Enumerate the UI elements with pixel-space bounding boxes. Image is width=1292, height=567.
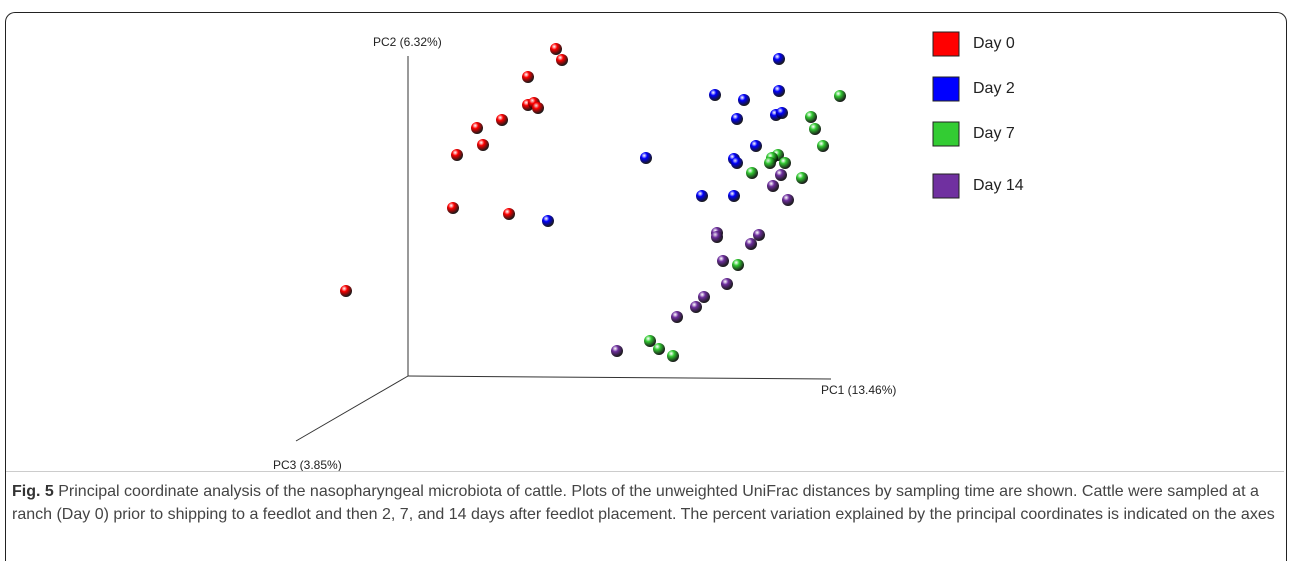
point <box>477 139 489 151</box>
point <box>805 111 817 123</box>
point <box>653 343 665 355</box>
point <box>522 71 534 83</box>
point <box>767 180 779 192</box>
point <box>340 285 352 297</box>
point <box>728 190 740 202</box>
point <box>542 215 554 227</box>
point <box>503 208 515 220</box>
point <box>721 278 733 290</box>
legend-swatch <box>932 31 960 57</box>
point <box>773 85 785 97</box>
point <box>731 157 743 169</box>
point <box>782 194 794 206</box>
x-axis-label: PC1 (13.46%) <box>821 383 896 397</box>
legend-swatch <box>932 76 960 102</box>
point <box>711 231 723 243</box>
point <box>809 123 821 135</box>
z-axis-label: PC3 (3.85%) <box>273 458 342 472</box>
point <box>451 149 463 161</box>
y-axis-label: PC2 (6.32%) <box>373 35 442 49</box>
caption-text: Principal coordinate analysis of the nas… <box>12 483 1275 523</box>
point <box>447 202 459 214</box>
figure: PC2 (6.32%) PC1 (13.46%) PC3 (3.85%) Day… <box>5 12 1287 561</box>
point <box>496 114 508 126</box>
point <box>717 255 729 267</box>
point <box>750 140 762 152</box>
point <box>738 94 750 106</box>
legend-swatch <box>932 121 960 147</box>
caption: Fig. 5 Principal coordinate analysis of … <box>6 471 1284 534</box>
point <box>698 291 710 303</box>
point <box>817 140 829 152</box>
axis-pc1 <box>407 375 832 380</box>
legend-label: Day 0 <box>973 35 1015 52</box>
point <box>667 350 679 362</box>
legend-label: Day 14 <box>973 177 1024 194</box>
point <box>775 169 787 181</box>
chart: PC2 (6.32%) PC1 (13.46%) PC3 (3.85%) Day… <box>273 31 1024 472</box>
point <box>471 122 483 134</box>
point <box>753 229 765 241</box>
point <box>690 301 702 313</box>
point <box>640 152 652 164</box>
point <box>773 53 785 65</box>
point <box>776 107 788 119</box>
point <box>731 113 743 125</box>
point <box>796 172 808 184</box>
caption-label: Fig. 5 <box>12 483 54 500</box>
legend-swatch <box>932 173 960 199</box>
point <box>611 345 623 357</box>
point <box>732 259 744 271</box>
point <box>745 238 757 250</box>
legend-label: Day 2 <box>973 80 1015 97</box>
point <box>556 54 568 66</box>
axis-pc3 <box>295 375 409 442</box>
point <box>746 167 758 179</box>
point <box>779 157 791 169</box>
legend-label: Day 7 <box>973 125 1015 142</box>
point <box>709 89 721 101</box>
point <box>550 43 562 55</box>
point <box>696 190 708 202</box>
point <box>834 90 846 102</box>
point <box>764 157 776 169</box>
point <box>671 311 683 323</box>
point <box>532 102 544 114</box>
point <box>644 335 656 347</box>
